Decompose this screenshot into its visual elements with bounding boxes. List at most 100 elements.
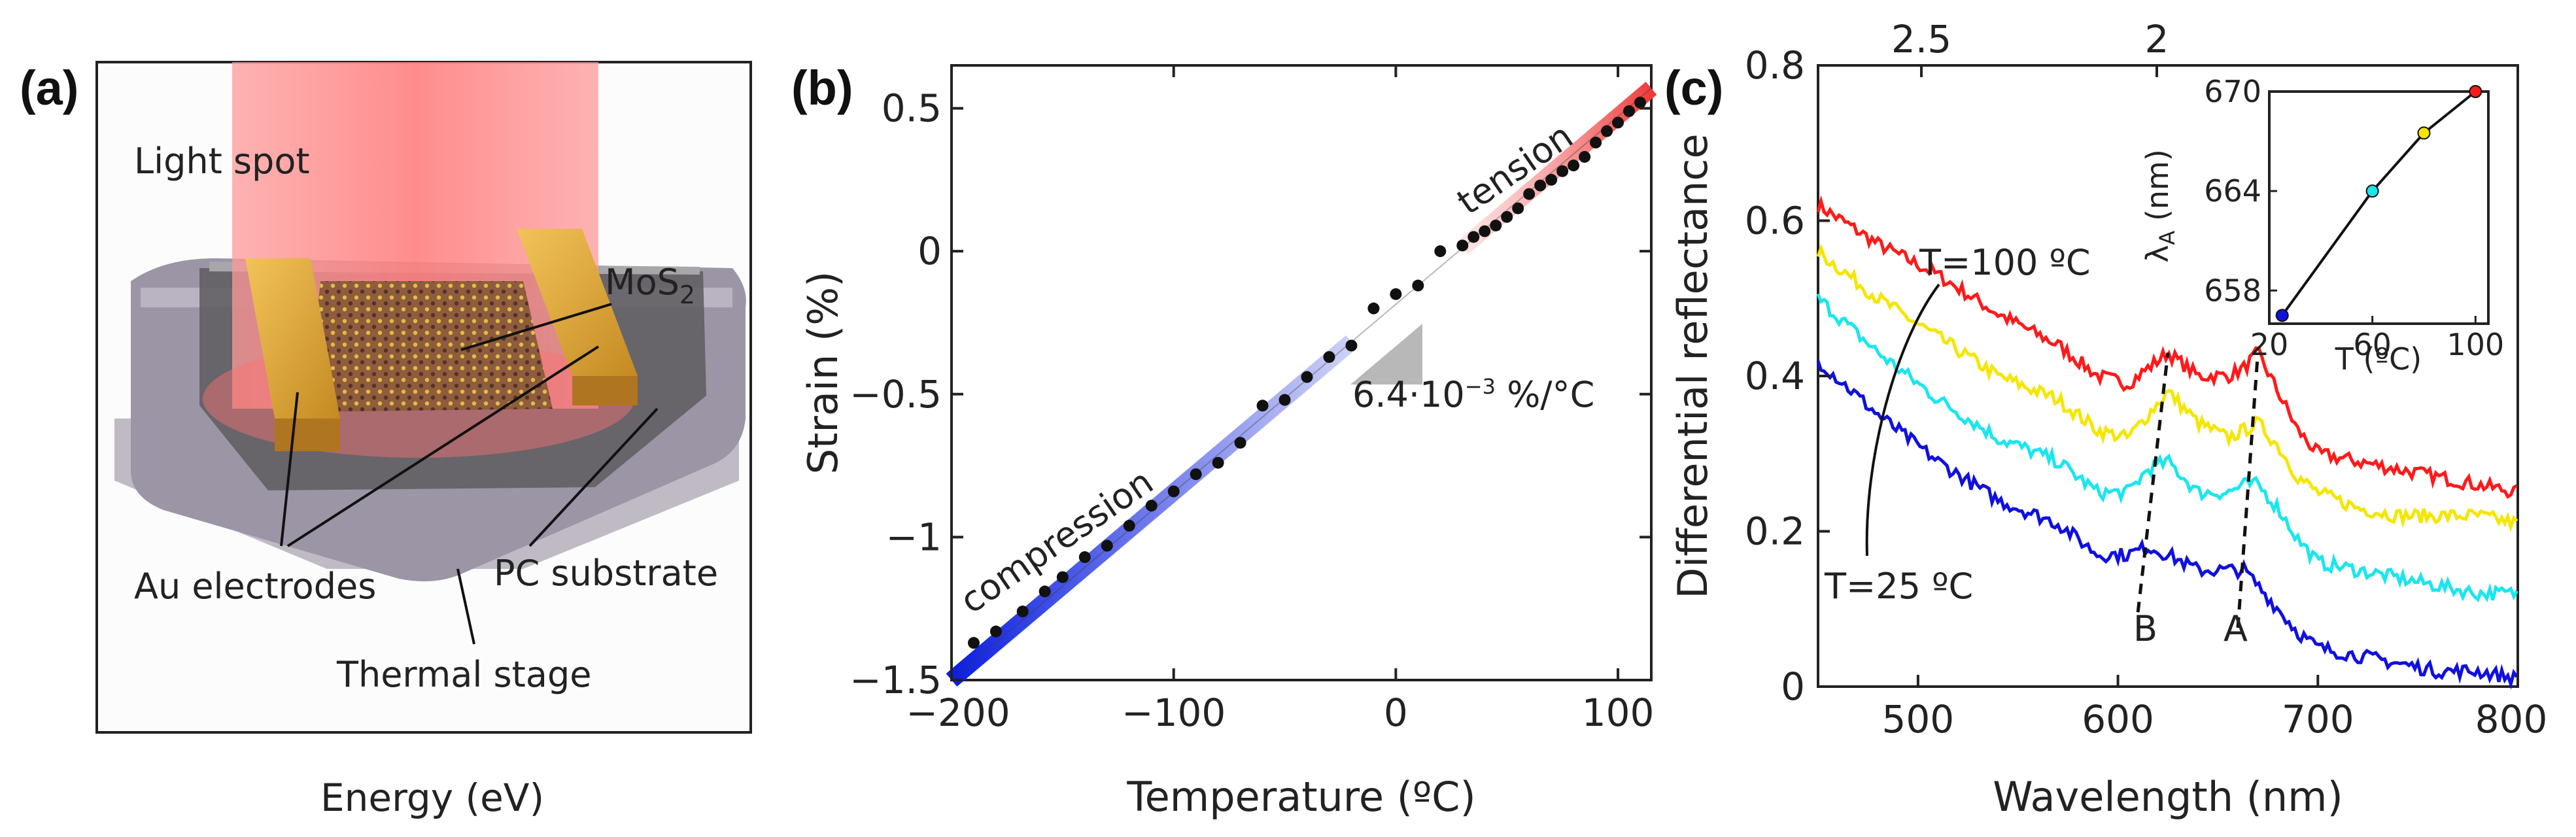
strain-point — [1512, 202, 1524, 214]
strain-point — [1390, 288, 1402, 300]
peak-guide — [2136, 352, 2170, 613]
strain-point — [989, 625, 1002, 638]
x-tick-label: −100 — [1122, 691, 1226, 735]
strain-point — [1579, 150, 1591, 163]
temperature-axis-title: Temperature (ºC) — [1126, 773, 1475, 821]
peak-guides — [2136, 352, 2260, 628]
spectrum-series — [1816, 243, 2518, 533]
peak-a-label: A — [2224, 608, 2248, 649]
inset-point — [2365, 184, 2379, 198]
energy-tick-2: 2 — [2145, 17, 2169, 61]
strain-point — [1016, 606, 1029, 618]
spectrum-series — [1816, 293, 2518, 603]
panel-a-arrows — [280, 303, 659, 645]
strain-point — [1534, 179, 1547, 192]
strain-point — [1056, 571, 1069, 583]
strain-point — [1190, 468, 1202, 481]
wavelength-axis-title: Wavelength (nm) — [1993, 773, 2343, 821]
strain-point — [1545, 173, 1558, 186]
strain-point — [1601, 125, 1613, 137]
energy-axis-label: Energy (eV) — [320, 776, 544, 820]
strain-point — [1301, 371, 1313, 383]
panel-a-label: (a) — [20, 61, 78, 115]
slope-triangle — [1350, 324, 1422, 384]
strain-point — [1612, 116, 1624, 129]
inset-x-tick-label: 100 — [2447, 327, 2504, 362]
y-tick-label: 0.5 — [882, 86, 942, 131]
inset-x-tick-label: 60 — [2353, 327, 2392, 362]
mos2-flake — [307, 281, 553, 412]
inset-ticks: 20 60 100 658 664 670 — [2204, 74, 2504, 362]
strain-point — [1501, 211, 1513, 223]
panel-a: (a) Light spot Mo — [20, 61, 752, 820]
strain-point — [1123, 519, 1135, 532]
pc-substrate-label: PC substrate — [494, 553, 718, 594]
strain-axis-title: Strain (%) — [799, 271, 847, 475]
panel-b-label: (b) — [791, 61, 853, 115]
t25-label: T=25 ºC — [1824, 566, 1973, 607]
panel-b-ticks: −200 −100 0 100 −1.5 −1 −0.5 0 0.5 — [850, 65, 1654, 735]
panel-b: (b) −200 −100 0 100 −1.5 −1 −0.5 0 0.5 6.4·10−3 … — [791, 61, 1657, 821]
inset-x-tick-label: 20 — [2250, 327, 2289, 362]
inset-point — [2469, 85, 2482, 98]
strain-point — [1490, 219, 1502, 231]
x-tick-label: 100 — [1582, 691, 1655, 735]
x-tick-label: 500 — [1881, 697, 1954, 742]
energy-tick-2.5: 2.5 — [1891, 17, 1951, 61]
strain-point — [1568, 160, 1580, 172]
strain-point — [1212, 456, 1224, 469]
spectrum-series — [1816, 360, 2518, 690]
y-tick-label: 0.6 — [1745, 199, 1805, 243]
strain-point — [1468, 231, 1480, 243]
x-tick-label: 800 — [2475, 697, 2548, 742]
strain-point — [1479, 225, 1491, 237]
y-tick-label: 0.2 — [1745, 509, 1805, 554]
strain-point — [1345, 339, 1358, 352]
slope-label: 6.4·10−3 %/°C — [1352, 374, 1594, 415]
peak-guide — [2236, 352, 2260, 628]
strain-point — [1623, 105, 1636, 117]
strain-point — [1367, 302, 1380, 315]
strain-point — [1634, 96, 1647, 109]
strain-point — [1256, 400, 1269, 412]
strain-points — [967, 96, 1647, 649]
x-tick-label: −200 — [906, 691, 1010, 735]
inset-curve — [2281, 90, 2477, 316]
strain-point — [1434, 245, 1447, 258]
x-tick-label: 0 — [1384, 691, 1408, 735]
strain-point — [1523, 188, 1536, 200]
inset-point — [2417, 126, 2431, 140]
strain-point — [1078, 551, 1091, 563]
temperature-bracket — [1865, 283, 1940, 556]
strain-point — [1279, 394, 1291, 406]
panel-c-label: (c) — [1664, 61, 1723, 115]
inset-line — [2281, 90, 2477, 316]
strain-point — [1234, 437, 1246, 449]
au-electrodes-label: Au electrodes — [134, 566, 376, 607]
strain-point — [1145, 500, 1158, 512]
strain-point — [1101, 539, 1113, 552]
inset-y-tick-label: 658 — [2204, 273, 2261, 308]
y-tick-label: −0.5 — [850, 372, 942, 417]
panel-b-frame — [950, 64, 1653, 681]
t100-label: T=100 ºC — [1919, 242, 2091, 283]
strain-point — [1456, 239, 1469, 252]
y-tick-label: 0 — [918, 229, 942, 273]
y-tick-label: 0 — [1781, 664, 1805, 709]
inset-y-tick-label: 670 — [2204, 74, 2261, 109]
peak-b-label: B — [2133, 608, 2157, 649]
inset-x-title: T (ºC) — [2335, 341, 2422, 377]
inset-y-title: λA (nm) — [2140, 149, 2180, 263]
y-tick-label: −1 — [886, 515, 942, 559]
y-tick-label: −1.5 — [850, 658, 942, 702]
strain-point — [1590, 137, 1602, 149]
strain-point — [1323, 350, 1335, 363]
inset-plot: 20 60 100 658 664 670 λA (nm) T (ºC) — [2140, 74, 2504, 377]
inset-point — [2275, 309, 2289, 322]
x-tick-label: 700 — [2282, 697, 2354, 742]
y-tick-label: 0.8 — [1745, 43, 1805, 88]
thermal-stage-label: Thermal stage — [336, 654, 591, 695]
inset-points — [2275, 85, 2482, 322]
inset-y-tick-label: 664 — [2204, 173, 2261, 209]
strain-point — [1167, 485, 1180, 498]
